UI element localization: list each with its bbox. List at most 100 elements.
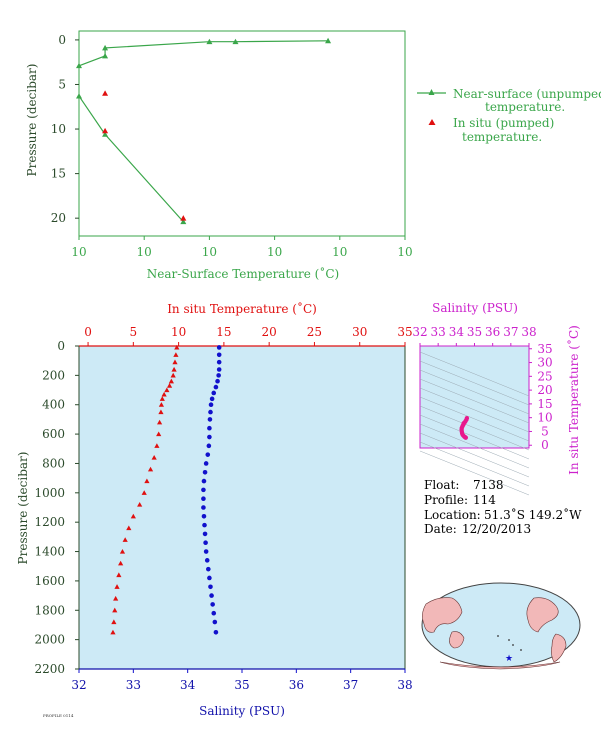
temperature-point — [164, 387, 170, 393]
salinity-point — [201, 487, 206, 493]
profile-top-axis-label: In situ Temperature (˚C) — [167, 301, 317, 316]
temperature-point — [110, 629, 116, 635]
near-surface-point — [180, 218, 187, 225]
temperature-point — [141, 490, 147, 495]
salinity-point — [203, 549, 209, 554]
salinity-point — [216, 359, 222, 365]
near-surface-chart: 10 10 10 10 10 10 0 5 10 15 20 Pressure (decibar)… — [25, 30, 601, 281]
near-surface-y-tick-label: 15 — [51, 167, 66, 181]
ts-temperature-tick-label: 30 — [537, 356, 552, 370]
near-surface-point — [76, 93, 82, 99]
salinity-point — [213, 384, 219, 390]
salinity-tick-label: 33 — [126, 678, 141, 692]
legend-label-near-surface: Near-surface (unpumped) — [453, 87, 601, 101]
date-value: 12/20/2013 — [462, 522, 531, 536]
temperature-tick-label: 15 — [216, 325, 231, 339]
salinity-point — [208, 409, 213, 415]
temperature-point — [118, 560, 124, 566]
near-surface-x-tick-label: 10 — [397, 245, 412, 259]
ts-salinity-tick-label: 34 — [449, 325, 465, 339]
temperature-point — [112, 607, 118, 613]
near-surface-x-tick-label: 10 — [71, 245, 86, 259]
ts-salinity-tick-label: 37 — [503, 325, 518, 339]
legend-marker-in-situ — [428, 119, 436, 125]
pressure-tick-label: 1600 — [34, 574, 65, 588]
near-surface-point — [76, 62, 82, 69]
near-surface-x-tick-label: 10 — [332, 245, 347, 259]
density-contour — [419, 423, 530, 469]
salinity-point — [216, 345, 222, 350]
temperature-tick-label: 5 — [130, 325, 138, 339]
density-contour — [419, 360, 530, 406]
temperature-tick-label: 20 — [262, 325, 277, 339]
salinity-tick-label: 35 — [234, 678, 249, 692]
temperature-tick-label: 0 — [84, 325, 92, 339]
pressure-tick-label: 1400 — [34, 545, 65, 559]
pressure-tick-label: 200 — [42, 368, 65, 382]
in-situ-point — [180, 215, 187, 221]
near-surface-series — [76, 37, 332, 225]
salinity-tick-label: 36 — [289, 678, 304, 692]
temperature-point — [122, 537, 128, 542]
density-contour — [419, 369, 530, 415]
ts-temperature-tick-label: 25 — [537, 369, 552, 383]
ts-temperature-tick-label: 0 — [541, 438, 549, 452]
salinity-point — [203, 540, 208, 546]
temperature-point — [156, 431, 162, 437]
temperature-point — [171, 366, 177, 372]
ts-density-contours — [419, 351, 530, 496]
ts-salinity-tick-label: 38 — [521, 325, 536, 339]
map-continent-australia — [449, 631, 465, 649]
salinity-point — [201, 505, 206, 510]
in-situ-point — [102, 90, 109, 96]
float-value: 7138 — [473, 478, 504, 492]
near-surface-x-tick-label: 10 — [202, 245, 217, 259]
salinity-point — [201, 478, 207, 484]
pressure-tick-label: 400 — [42, 398, 65, 412]
profile-temperature-ticks: 0 5 10 15 20 25 30 35 — [84, 325, 413, 346]
near-surface-y-tick-label: 0 — [58, 33, 66, 47]
pressure-tick-label: 1200 — [34, 515, 65, 529]
temperature-point — [119, 548, 126, 554]
density-contour — [419, 405, 530, 451]
temperature-point — [173, 352, 179, 357]
near-surface-legend: Near-surface (unpumped) temperature. In … — [417, 87, 601, 144]
temperature-point — [126, 525, 132, 531]
temperature-point — [113, 595, 119, 601]
temperature-point — [168, 378, 174, 384]
legend-label-in-situ: In situ (pumped) — [453, 116, 554, 130]
salinity-point — [203, 461, 209, 466]
temperature-point — [156, 419, 163, 425]
density-contour — [419, 414, 530, 460]
ts-salinity-tick-label: 32 — [412, 325, 427, 339]
pressure-tick-label: 0 — [57, 339, 65, 353]
temperature-point — [137, 501, 143, 507]
profile-salinity-ticks: 32 33 34 35 36 37 38 — [71, 669, 413, 692]
temperature-point — [111, 619, 117, 625]
ts-temperature-tick-label: 35 — [537, 342, 552, 356]
salinity-point — [209, 593, 214, 598]
near-surface-point — [206, 38, 213, 45]
near-surface-line-0 — [78, 40, 329, 67]
salinity-point — [213, 629, 219, 635]
in-situ-point — [102, 127, 109, 134]
salinity-point — [207, 425, 212, 431]
ts-x-axis-label: Salinity (PSU) — [432, 301, 518, 315]
salinity-point — [209, 396, 215, 402]
salinity-point — [215, 378, 220, 384]
profile-bottom-axis-label: Salinity (PSU) — [199, 704, 285, 718]
near-surface-x-axis-label: Near-Surface Temperature (˚C) — [147, 266, 339, 281]
legend-label-near-surface-2: temperature. — [485, 100, 565, 114]
near-surface-x-tick-label: 10 — [137, 245, 152, 259]
pressure-tick-label: 1800 — [34, 603, 65, 617]
location-label: Location: — [424, 508, 481, 522]
temperature-tick-label: 10 — [171, 325, 186, 339]
temperature-point — [114, 584, 120, 589]
salinity-point — [211, 390, 217, 396]
temperature-point — [170, 372, 176, 378]
density-contour — [419, 387, 530, 433]
ts-series — [459, 416, 470, 440]
ts-temperature-tick-label: 20 — [537, 383, 552, 397]
map-continent-north-america — [526, 597, 559, 633]
